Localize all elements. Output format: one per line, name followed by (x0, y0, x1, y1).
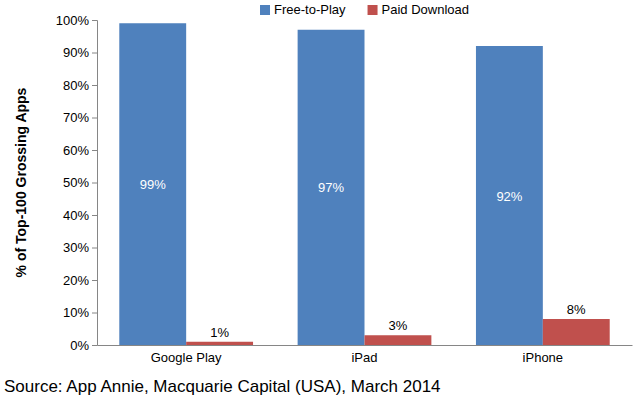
tick-label: iPhone (523, 350, 563, 365)
tick-label: 20% (63, 273, 89, 288)
tick: iPhone (523, 345, 563, 365)
axis-line (92, 21, 98, 346)
tick: 80% (63, 78, 97, 93)
tick-mark (92, 118, 97, 119)
tick-label: Google Play (151, 350, 222, 365)
axis-line (98, 345, 633, 346)
tick-mark (92, 215, 97, 216)
tick-mark (92, 150, 97, 151)
tick-mark (92, 313, 97, 314)
tick-mark (92, 85, 97, 86)
data-label: 92% (496, 189, 522, 204)
tick: 90% (63, 45, 97, 60)
source-note: Source: App Annie, Macquarie Capital (US… (4, 377, 441, 396)
tick: iPad (351, 345, 377, 365)
tick: 20% (63, 273, 97, 288)
legend-swatch (368, 5, 378, 15)
tick-label: 10% (63, 305, 89, 320)
legend-label: Free-to-Play (274, 2, 346, 17)
tick-mark (92, 280, 97, 281)
tick-mark (92, 345, 97, 346)
data-label: 1% (210, 325, 229, 340)
tick: 70% (63, 110, 97, 125)
y-axis-title: % of Top-100 Grossing Apps (13, 87, 29, 277)
legend-swatch (260, 5, 270, 15)
tick-label: 100% (56, 13, 90, 28)
tick: 60% (63, 143, 97, 158)
bar (476, 46, 543, 345)
plot-area: 99% 97% 92% 1% 3% 8% 0% 10% 20% 30% 40% 50% 60% 70% 80… (56, 13, 633, 366)
bar (119, 23, 186, 345)
data-label: 3% (389, 318, 408, 333)
tick-label: 0% (70, 338, 89, 353)
tick-label: 40% (63, 208, 89, 223)
data-label: 99% (140, 177, 166, 192)
bar (543, 319, 610, 345)
data-label: 97% (318, 180, 344, 195)
tick: 40% (63, 208, 97, 223)
tick-label: 60% (63, 143, 89, 158)
tick-mark (92, 53, 97, 54)
tick-label: 30% (63, 240, 89, 255)
tick-label: 70% (63, 110, 89, 125)
tick: 50% (63, 175, 97, 190)
tick: 100% (56, 13, 97, 28)
legend-label: Paid Download (382, 2, 469, 17)
tick-label: 50% (63, 175, 89, 190)
y-axis: 0% 10% 20% 30% 40% 50% 60% 70% 80% 90% 100% (56, 13, 98, 353)
tick: 10% (63, 305, 97, 320)
tick-label: iPad (351, 350, 377, 365)
tick: Google Play (151, 345, 222, 365)
bar (365, 335, 432, 345)
tick-mark (92, 183, 97, 184)
tick: 0% (70, 338, 97, 353)
data-label: 8% (567, 302, 586, 317)
bars (119, 23, 609, 345)
tick: 30% (63, 240, 97, 255)
chart: 99% 97% 92% 1% 3% 8% 0% 10% 20% 30% 40% 50% 60% 70% 80… (0, 0, 644, 402)
bar (298, 30, 365, 345)
x-axis: Google Play iPad iPhone (98, 345, 633, 365)
tick-label: 80% (63, 78, 89, 93)
tick-label: 90% (63, 45, 89, 60)
tick-mark (92, 248, 97, 249)
tick-mark (92, 20, 97, 21)
legend-item: Free-to-Play (260, 2, 346, 17)
legend: Free-to-Play Paid Download (260, 2, 469, 17)
bar (186, 342, 253, 345)
legend-item: Paid Download (368, 2, 469, 17)
data-labels: 99% 97% 92% 1% 3% 8% (140, 177, 586, 340)
